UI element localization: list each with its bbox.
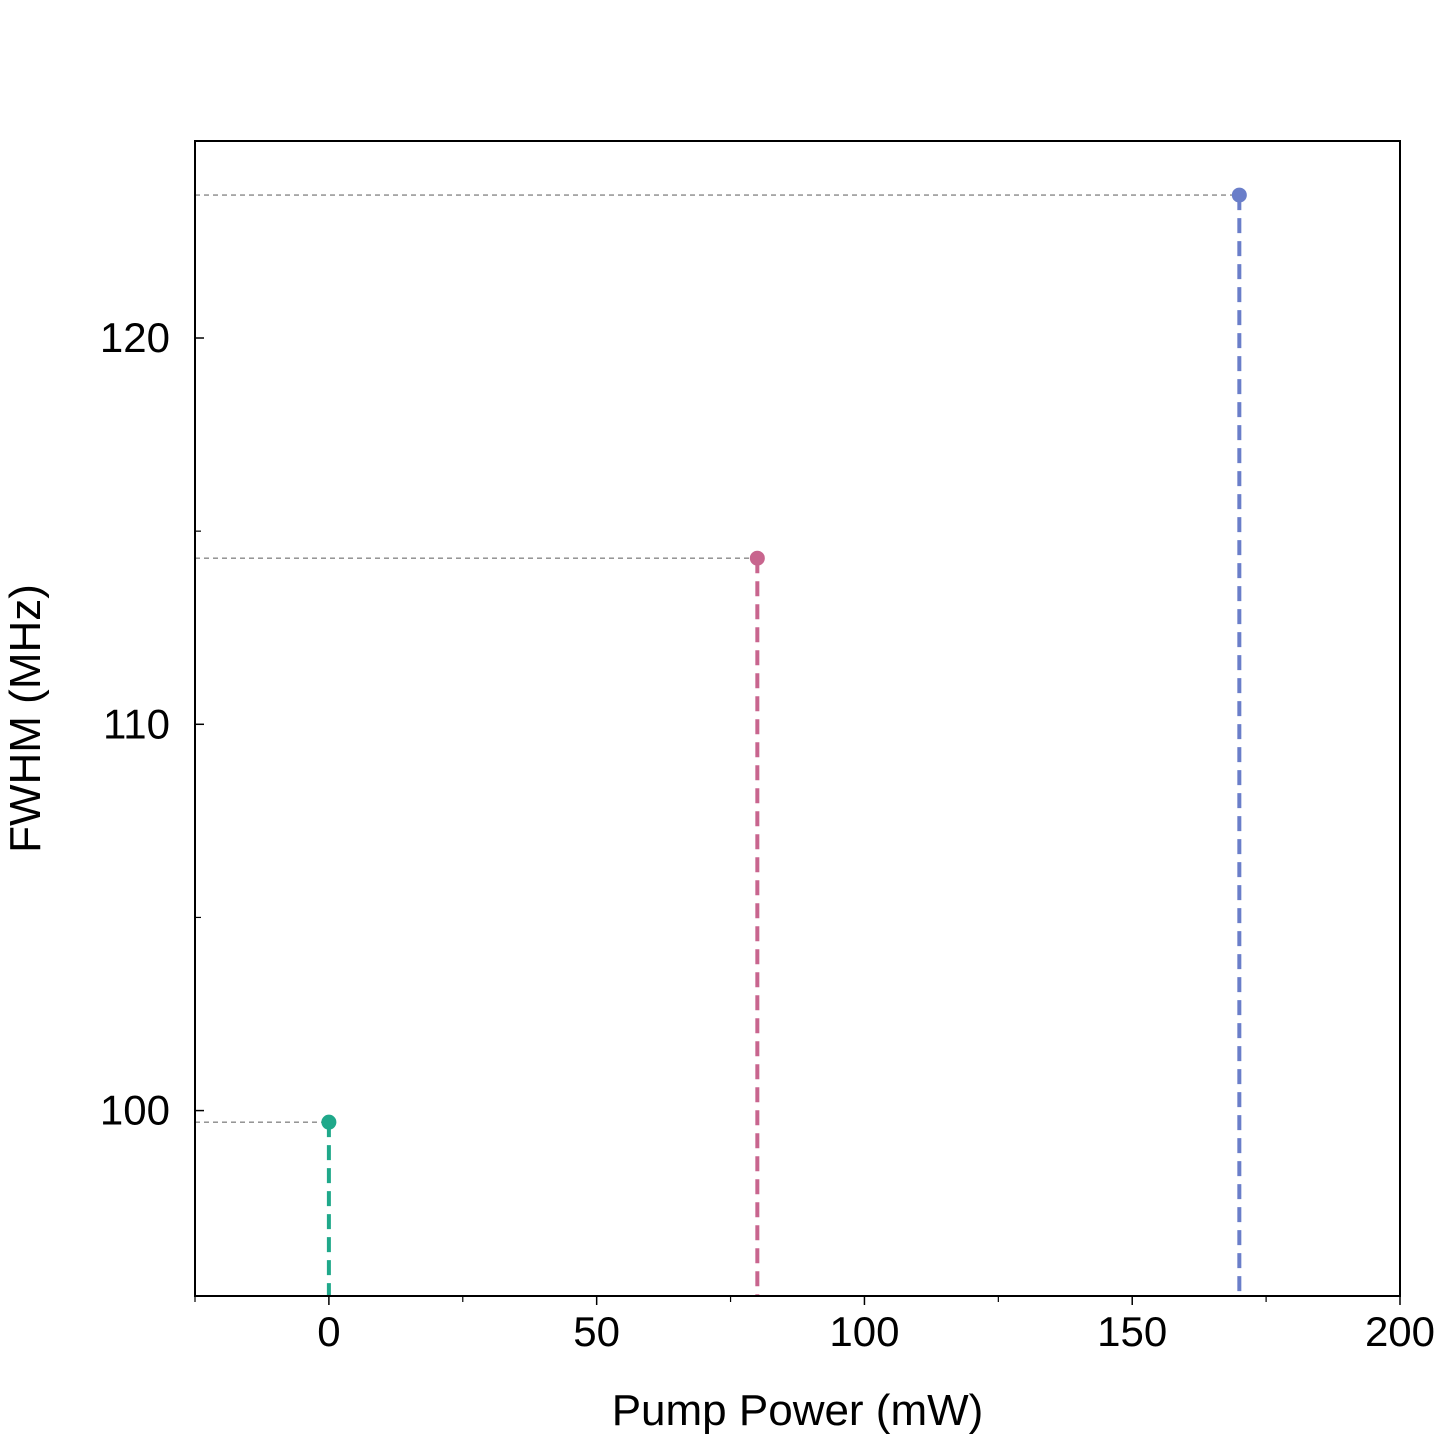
y-axis-label: FWHM (MHz): [1, 584, 50, 853]
y-tick-label: 110: [103, 700, 170, 747]
x-axis-label: Pump Power (mW): [612, 1386, 984, 1435]
y-tick-label: 120: [100, 314, 170, 361]
y-axis-ticks: 100 110 120: [100, 314, 204, 1134]
y-tick-label: 100: [100, 1087, 170, 1134]
data-point: [1231, 187, 1247, 203]
plot-frame: [194, 140, 1401, 1297]
stem-lines: [326, 195, 1242, 1296]
x-tick-label: 100: [829, 1308, 899, 1355]
x-tick-label: 50: [573, 1308, 620, 1355]
x-tick-label: 0: [317, 1308, 340, 1355]
x-tick-label: 200: [1365, 1308, 1435, 1355]
x-tick-label: 150: [1097, 1308, 1167, 1355]
x-axis-ticks: 0 50 100 150 200: [194, 1296, 1435, 1355]
data-point: [321, 1114, 337, 1130]
data-points: [321, 187, 1247, 1130]
data-point: [749, 550, 765, 566]
guide-lines: [195, 194, 1240, 1123]
